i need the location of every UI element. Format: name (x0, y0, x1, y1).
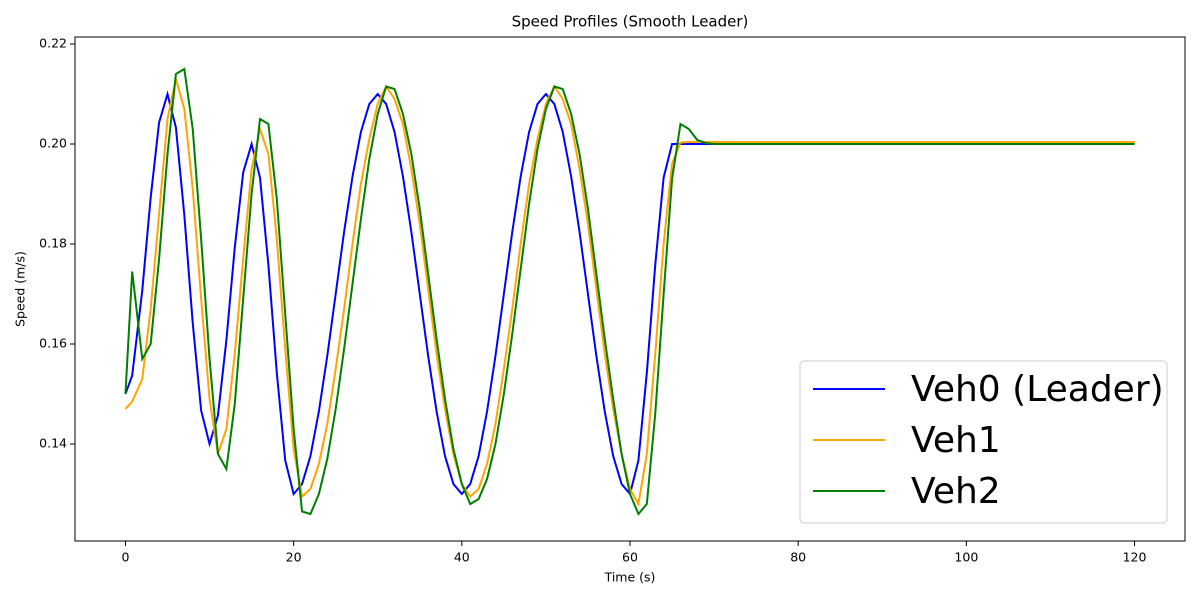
x-tick-label: 80 (790, 550, 806, 565)
chart-title: Speed Profiles (Smooth Leader) (512, 13, 749, 31)
legend-label: Veh0 (Leader) (911, 369, 1164, 410)
x-tick-label: 100 (954, 550, 978, 565)
x-axis-label: Time (s) (604, 570, 656, 585)
legend-box (799, 360, 1168, 524)
y-tick-label: 0.14 (39, 436, 67, 451)
y-tick-label: 0.22 (39, 36, 67, 51)
legend-label: Veh1 (911, 420, 1001, 461)
x-tick-label: 20 (286, 550, 302, 565)
y-tick-label: 0.20 (39, 136, 67, 151)
series-line (124, 67, 1135, 516)
x-tick-label: 0 (121, 550, 129, 565)
series-line (124, 90, 1135, 497)
x-tick-label: 40 (454, 550, 470, 565)
y-axis-label: Speed (m/s) (13, 251, 28, 327)
plot-frame (74, 36, 1186, 542)
legend-label: Veh2 (911, 471, 1001, 512)
y-tick-label: 0.16 (39, 336, 67, 351)
x-tick-label: 60 (622, 550, 638, 565)
y-tick-label: 0.18 (39, 236, 67, 251)
x-tick-label: 120 (1123, 550, 1147, 565)
